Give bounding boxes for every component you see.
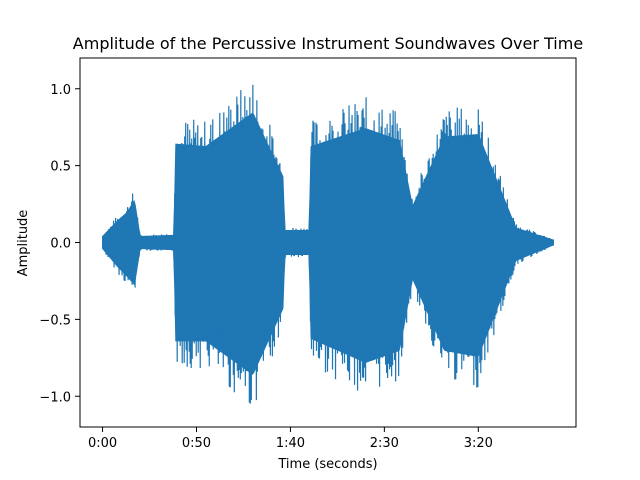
x-tick-label: 1:40: [276, 436, 305, 451]
x-axis: 0:00 0:50 1:40 2:30 3:20: [88, 427, 493, 451]
x-axis-label: Time (seconds): [277, 457, 377, 472]
y-tick-label: 0.5: [50, 160, 71, 175]
x-tick-label: 0:00: [88, 436, 117, 451]
y-tick-label: −1.0: [39, 390, 71, 405]
y-axis-label: Amplitude: [16, 210, 31, 277]
x-tick-label: 2:30: [370, 436, 399, 451]
y-tick-label: 0.0: [50, 237, 71, 252]
waveform-line: [101, 84, 555, 404]
y-axis: −1.0 −0.5 0.0 0.5 1.0: [39, 83, 80, 405]
y-tick-label: 1.0: [50, 83, 71, 98]
plot-area: [101, 84, 555, 404]
y-tick-label: −0.5: [39, 313, 71, 328]
x-tick-label: 3:20: [464, 436, 493, 451]
x-tick-label: 0:50: [182, 436, 211, 451]
chart-title: Amplitude of the Percussive Instrument S…: [73, 34, 583, 53]
